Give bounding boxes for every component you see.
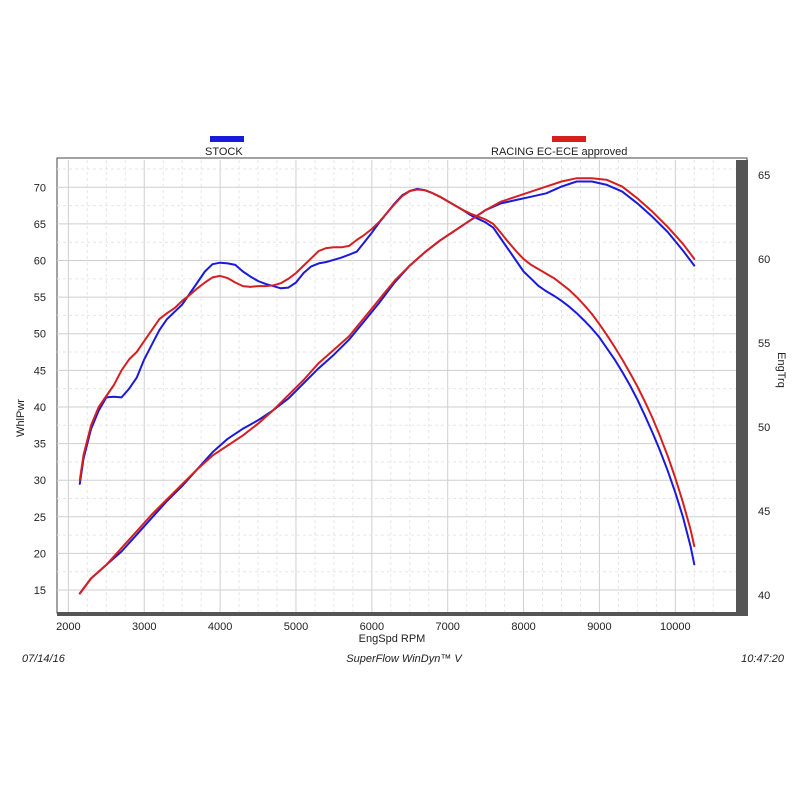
series-line-whlpwr-racing-1 xyxy=(78,188,487,482)
x-tick-label: 7000 xyxy=(435,621,459,633)
x-tick-label: 5000 xyxy=(284,621,308,633)
legend-swatch-racing xyxy=(552,136,586,142)
x-tick-label: 9000 xyxy=(587,621,611,633)
y-left-tick-label: 15 xyxy=(34,585,46,597)
y-left-tick-label: 45 xyxy=(34,365,46,377)
x-tick-label: 4000 xyxy=(208,621,232,633)
y-right-tick-label: 60 xyxy=(758,254,770,266)
y-left-tick-label: 40 xyxy=(34,402,46,414)
y-left-tick-label: 20 xyxy=(34,548,46,560)
series-line-engtrq-stock-2 xyxy=(78,180,696,595)
footer-software: SuperFlow WinDyn™ V xyxy=(346,653,463,665)
y-axis-left-title: WhlPwr xyxy=(15,399,27,437)
legend-swatch-stock xyxy=(210,136,244,142)
series xyxy=(78,177,696,595)
y-left-tick-label: 65 xyxy=(34,219,46,231)
y-right-tick-label: 50 xyxy=(758,422,770,434)
y-left-tick-label: 35 xyxy=(34,439,46,451)
x-tick-label: 6000 xyxy=(360,621,384,633)
y-right-tick-label: 40 xyxy=(758,590,770,602)
x-axis-title: EngSpd RPM xyxy=(359,633,426,645)
legend-label-racing: RACING EC-ECE approved xyxy=(491,146,627,158)
y-left-tick-label: 60 xyxy=(34,256,46,268)
y-axis-right-title: EngTrq xyxy=(775,352,787,388)
legend-label-stock: STOCK xyxy=(205,146,243,158)
series-line-whlpwr-racing-5 xyxy=(484,218,696,548)
footer-time: 10:47:20 xyxy=(741,653,785,665)
y-right-tick-label: 55 xyxy=(758,338,770,350)
plot-area xyxy=(56,157,748,614)
x-tick-label: 2000 xyxy=(56,621,80,633)
series-line-engtrq-racing-3 xyxy=(78,177,696,595)
ticks: 2000 3000 4000 5000 6000 7000 8000 9000 10000 15 2… xyxy=(34,170,771,633)
x-tick-label: 8000 xyxy=(511,621,535,633)
y-right-tick-label: 65 xyxy=(758,170,770,182)
y-left-tick-label: 55 xyxy=(34,292,46,304)
plot-right-border xyxy=(736,160,748,613)
plot-bottom-border xyxy=(57,612,748,616)
x-tick-label: 3000 xyxy=(132,621,156,633)
y-left-tick-label: 25 xyxy=(34,512,46,524)
y-left-tick-label: 50 xyxy=(34,329,46,341)
series-line-whlpwr-stock-4 xyxy=(484,221,696,566)
y-left-tick-label: 70 xyxy=(34,182,46,194)
y-right-tick-label: 45 xyxy=(758,506,770,518)
x-tick-label: 10000 xyxy=(660,621,691,633)
footer-date: 07/14/16 xyxy=(22,653,66,665)
y-left-tick-label: 30 xyxy=(34,475,46,487)
